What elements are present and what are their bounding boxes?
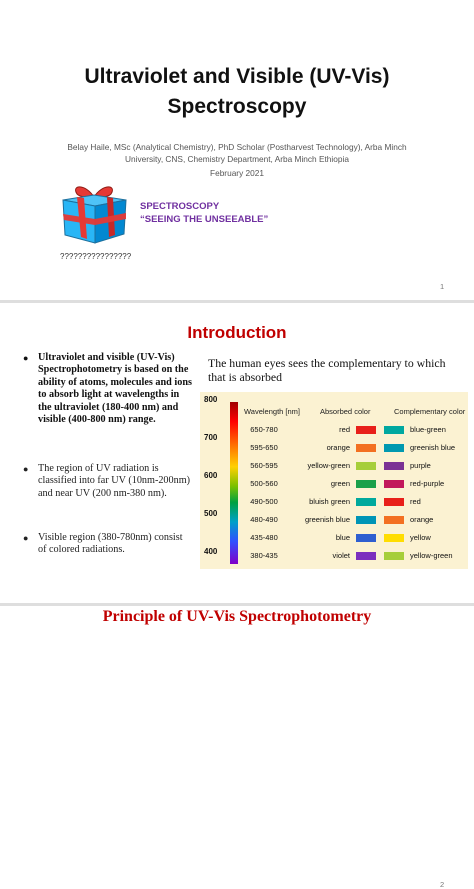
wavelength-cell: 500-560 [250, 479, 278, 488]
complementary-color-swatch [384, 444, 404, 452]
complementary-color-swatch [384, 480, 404, 488]
header-complementary: Complementary color [394, 407, 466, 416]
absorbed-color-cell: red [339, 425, 350, 434]
absorbed-color-cell: orange [326, 443, 350, 452]
wavelength-cell: 560-595 [250, 461, 278, 470]
y-tick: 500 [204, 509, 218, 518]
bullet-1: ● Ultraviolet and visible (UV-Vis) Spect… [23, 352, 193, 426]
color-wavelength-table: 800 700 600 500 400 Wavelength [nm] Abso… [200, 392, 468, 569]
author-line-2: University, CNS, Chemistry Department, A… [125, 154, 349, 164]
y-tick: 800 [204, 395, 218, 404]
complementary-color-cell: orange [410, 515, 434, 524]
absorbed-color-cell: yellow-green [307, 461, 350, 470]
absorbed-color-cell: green [330, 479, 350, 488]
absorbed-color-cell: bluish green [309, 497, 350, 506]
author-line-1: Belay Haile, MSc (Analytical Chemistry),… [67, 142, 407, 152]
complementary-color-cell: yellow [410, 533, 431, 542]
y-tick: 400 [204, 547, 218, 556]
bullet-1-text: Ultraviolet and visible (UV-Vis) Spectro… [38, 352, 192, 426]
wavelength-cell: 480-490 [250, 515, 278, 524]
table-row: 560-595 yellow-green purple [200, 459, 468, 473]
absorbed-color-swatch [356, 534, 376, 542]
title-line-1: Ultraviolet and Visible (UV-Vis) [84, 65, 390, 88]
absorbed-color-cell: violet [332, 551, 350, 560]
visible-spectrum-bar [230, 402, 238, 564]
page-number: 1 [440, 282, 445, 291]
bullet-3-text: Visible region (380-780nm) consist of co… [38, 532, 183, 556]
bullet-2-text: The region of UV radiation is classified… [38, 463, 191, 499]
complementary-color-swatch [384, 534, 404, 542]
complementary-color-swatch [384, 552, 404, 560]
spectroscopy-label: SPECTROSCOPY [140, 201, 220, 212]
wavelength-cell: 650-780 [250, 425, 278, 434]
table-row: 650-780 red blue-green [200, 423, 468, 437]
date-text: February 2021 [210, 168, 264, 178]
wavelength-axis: 800 700 600 500 400 [200, 392, 224, 569]
bullet-dot-icon: ● [23, 533, 29, 543]
wavelength-cell: 595-650 [250, 443, 278, 452]
complementary-color-swatch [384, 516, 404, 524]
absorbed-color-cell: blue [335, 533, 350, 542]
wavelength-cell: 490-500 [250, 497, 278, 506]
complementary-color-swatch [384, 462, 404, 470]
complementary-color-cell: blue-green [410, 425, 446, 434]
slide-divider [0, 603, 474, 606]
bullet-dot-icon: ● [23, 464, 29, 474]
complementary-color-cell: purple [410, 461, 431, 470]
wavelength-cell: 380-435 [250, 551, 278, 560]
absorbed-color-swatch [356, 498, 376, 506]
header-absorbed: Absorbed color [320, 407, 371, 416]
table-row: 595-650 orange greenish blue [200, 441, 468, 455]
table-row: 490-500 bluish green red [200, 495, 468, 509]
principle-title: Principle of UV-Vis Spectrophotometry [102, 608, 372, 625]
complementary-color-swatch [384, 426, 404, 434]
page-number: 2 [440, 880, 445, 889]
title-line-2: Spectroscopy [167, 95, 307, 118]
slide-1: Ultraviolet and Visible (UV-Vis) Spectro… [0, 0, 474, 300]
complementary-color-cell: red-purple [410, 479, 445, 488]
y-tick: 700 [204, 433, 218, 442]
author-info: Belay Haile, MSc (Analytical Chemistry),… [40, 141, 434, 165]
table-row: 480-490 greenish blue orange [200, 513, 468, 527]
question-marks: ???????????????? [60, 252, 132, 261]
complementary-color-cell: red [410, 497, 421, 506]
bullet-dot-icon: ● [23, 353, 29, 363]
wavelength-cell: 435-480 [250, 533, 278, 542]
introduction-title: Introduction [187, 323, 287, 342]
complementary-color-cell: greenish blue [410, 443, 456, 452]
y-tick: 600 [204, 471, 218, 480]
slide-1-title: Ultraviolet and Visible (UV-Vis) Spectro… [30, 62, 444, 122]
slide-divider [0, 300, 474, 303]
bullet-3: ● Visible region (380-780nm) consist of … [23, 532, 193, 557]
bullet-2: ● The region of UV radiation is classifi… [23, 463, 193, 500]
absorbed-color-swatch [356, 552, 376, 560]
table-row: 380-435 violet yellow-green [200, 549, 468, 563]
absorbed-color-cell: greenish blue [304, 515, 350, 524]
complementary-color-cell: yellow-green [410, 551, 453, 560]
absorbed-color-swatch [356, 516, 376, 524]
absorbed-color-swatch [356, 480, 376, 488]
tagline-text: “SEEING THE UNSEEABLE” [140, 214, 269, 225]
table-row: 500-560 green red-purple [200, 477, 468, 491]
gift-box-icon [57, 181, 132, 246]
absorbed-color-swatch [356, 462, 376, 470]
table-row: 435-480 blue yellow [200, 531, 468, 545]
complementary-color-swatch [384, 498, 404, 506]
absorbed-color-swatch [356, 444, 376, 452]
header-wavelength: Wavelength [nm] [244, 407, 300, 416]
slide-2: Introduction ● Ultraviolet and visible (… [0, 303, 474, 889]
human-eye-text: The human eyes sees the complementary to… [208, 356, 446, 384]
absorbed-color-swatch [356, 426, 376, 434]
